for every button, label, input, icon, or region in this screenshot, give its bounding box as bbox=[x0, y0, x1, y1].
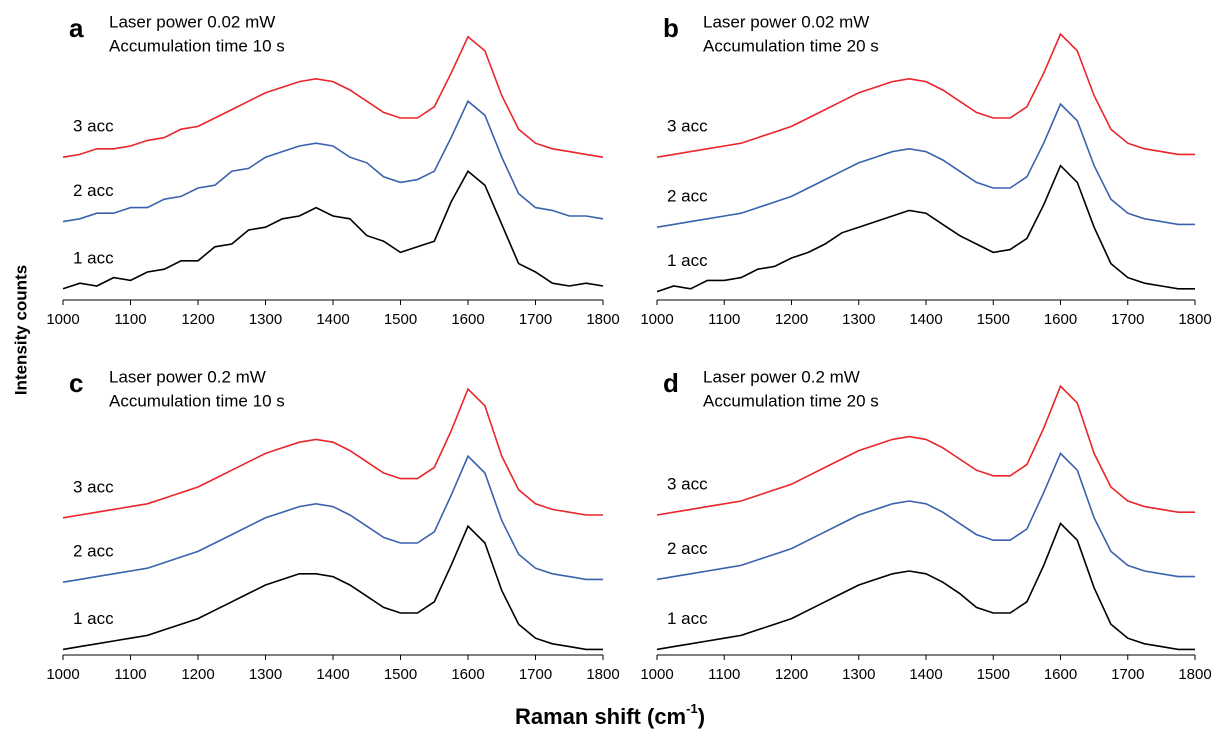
series-label: 1 acc bbox=[667, 251, 708, 270]
panel-letter: b bbox=[663, 13, 679, 43]
x-tick-label: 1700 bbox=[519, 311, 552, 328]
spectrum-line bbox=[62, 524, 603, 651]
x-tick-label: 1600 bbox=[1044, 666, 1077, 683]
x-tick-label: 1700 bbox=[519, 666, 552, 683]
x-tick-label: 1800 bbox=[1178, 666, 1211, 683]
x-tick-label: 1100 bbox=[114, 311, 146, 328]
x-tick-label: 1200 bbox=[775, 666, 808, 683]
x-tick-label: 1000 bbox=[46, 311, 79, 328]
series-label: 3 acc bbox=[73, 477, 114, 496]
spectrum-line bbox=[656, 102, 1195, 228]
x-tick-label: 1400 bbox=[909, 311, 942, 328]
x-tick-label: 1200 bbox=[181, 666, 214, 683]
series-label: 3 acc bbox=[667, 474, 708, 493]
series-label: 2 acc bbox=[73, 181, 114, 200]
x-tick-label: 1000 bbox=[46, 666, 79, 683]
x-tick-label: 1000 bbox=[640, 666, 673, 683]
series-label: 1 acc bbox=[667, 609, 708, 628]
series-label: 3 acc bbox=[667, 117, 708, 136]
annotation: Accumulation time 20 s bbox=[703, 36, 879, 55]
spectrum-line bbox=[656, 451, 1195, 581]
x-tick-label: 1600 bbox=[451, 311, 484, 328]
spectrum-line bbox=[656, 164, 1195, 293]
y-axis-label: Intensity counts bbox=[11, 265, 30, 395]
annotation: Accumulation time 20 s bbox=[703, 391, 879, 410]
x-tick-label: 1300 bbox=[249, 311, 282, 328]
panel-letter: c bbox=[69, 368, 83, 398]
spectrum-line bbox=[62, 35, 604, 158]
series-label: 1 acc bbox=[73, 248, 114, 267]
x-tick-label: 1400 bbox=[316, 666, 349, 683]
panel-letter: a bbox=[69, 13, 84, 43]
x-axis-label-text: Raman shift (cm bbox=[515, 704, 686, 729]
x-axis-label-end: ) bbox=[698, 704, 705, 729]
x-tick-label: 1500 bbox=[977, 311, 1010, 328]
x-tick-label: 1300 bbox=[842, 666, 875, 683]
x-tick-label: 1300 bbox=[842, 311, 875, 328]
x-tick-label: 1000 bbox=[640, 311, 673, 328]
x-tick-label: 1200 bbox=[181, 311, 214, 328]
x-tick-label: 1800 bbox=[586, 666, 619, 683]
x-tick-label: 1700 bbox=[1111, 311, 1144, 328]
x-tick-label: 1300 bbox=[249, 666, 282, 683]
x-tick-label: 1100 bbox=[708, 311, 740, 328]
x-tick-label: 1700 bbox=[1111, 666, 1144, 683]
spectrum-line bbox=[62, 169, 604, 290]
x-tick-label: 1800 bbox=[586, 311, 619, 328]
series-label: 3 acc bbox=[73, 117, 114, 136]
x-tick-label: 1800 bbox=[1178, 311, 1211, 328]
series-label: 2 acc bbox=[73, 542, 114, 561]
x-tick-label: 1100 bbox=[114, 666, 146, 683]
x-tick-label: 1500 bbox=[384, 311, 417, 328]
x-axis-label-sup: -1 bbox=[686, 701, 698, 716]
series-label: 1 acc bbox=[73, 609, 114, 628]
annotation: Laser power 0.2 mW bbox=[109, 367, 266, 386]
x-tick-label: 1400 bbox=[909, 666, 942, 683]
x-tick-label: 1200 bbox=[775, 311, 808, 328]
annotation: Laser power 0.02 mW bbox=[703, 12, 869, 31]
annotation: Laser power 0.2 mW bbox=[703, 367, 860, 386]
x-tick-label: 1600 bbox=[451, 666, 484, 683]
x-tick-label: 1600 bbox=[1044, 311, 1077, 328]
series-label: 2 acc bbox=[667, 187, 708, 206]
x-tick-label: 1500 bbox=[977, 666, 1010, 683]
x-tick-label: 1100 bbox=[708, 666, 740, 683]
annotation: Accumulation time 10 s bbox=[109, 36, 285, 55]
spectrum-line bbox=[62, 387, 603, 519]
series-label: 2 acc bbox=[667, 539, 708, 558]
panel-letter: d bbox=[663, 368, 679, 398]
annotation: Accumulation time 10 s bbox=[109, 391, 285, 410]
spectrum-line bbox=[656, 32, 1195, 158]
spectrum-line bbox=[656, 384, 1195, 516]
x-tick-label: 1400 bbox=[316, 311, 349, 328]
spectrum-line bbox=[62, 454, 603, 583]
spectrum-line bbox=[656, 521, 1195, 651]
x-tick-label: 1500 bbox=[384, 666, 417, 683]
spectrum-line bbox=[62, 99, 604, 223]
annotation: Laser power 0.02 mW bbox=[109, 12, 275, 31]
x-axis-label: Raman shift (cm-1) bbox=[515, 701, 705, 728]
